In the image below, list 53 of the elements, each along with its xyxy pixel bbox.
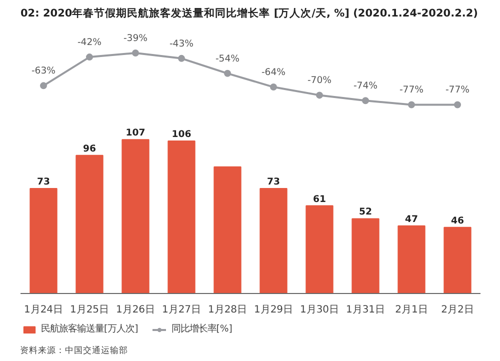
bar <box>76 154 104 294</box>
point <box>178 54 185 62</box>
data-label: 61 <box>313 194 326 205</box>
data-label: 46 <box>451 215 464 226</box>
bar <box>168 140 196 294</box>
point <box>362 97 369 104</box>
x-tick-label: 1月28日 <box>208 304 248 316</box>
point <box>132 49 139 56</box>
point <box>40 82 47 90</box>
bar <box>30 188 58 294</box>
legend-label: 民航旅客输送量[万人次] <box>41 322 138 336</box>
data-label: -77% <box>399 84 424 96</box>
x-tick-label: 1月24日 <box>24 304 64 316</box>
data-label: -70% <box>307 75 332 86</box>
x-tick-label: 1月29日 <box>254 304 294 316</box>
x-tick-label: 1月31日 <box>346 304 386 316</box>
point <box>408 101 415 108</box>
bar <box>398 225 426 294</box>
bar <box>214 166 242 294</box>
bar <box>122 139 150 294</box>
data-label: -43% <box>169 38 194 50</box>
x-tick-label: 2月2日 <box>441 304 474 316</box>
bar <box>260 188 288 294</box>
point <box>270 84 277 91</box>
x-tick-label: 1月27日 <box>162 304 202 316</box>
legend-label: 同比增长率[%] <box>171 322 232 336</box>
point <box>224 70 231 77</box>
point <box>86 54 93 61</box>
data-label: -39% <box>123 32 148 44</box>
data-label: -64% <box>261 67 286 78</box>
point <box>454 101 461 108</box>
data-label: -63% <box>31 66 56 77</box>
x-tick-label: 1月25日 <box>70 304 110 316</box>
x-tick-label: 1月26日 <box>116 304 156 316</box>
data-label: 106 <box>172 129 192 140</box>
point <box>316 92 323 99</box>
data-label: 96 <box>83 143 96 154</box>
bar <box>306 205 334 294</box>
data-label: 52 <box>359 206 372 218</box>
data-label: -74% <box>353 80 378 92</box>
data-label: -54% <box>215 53 240 64</box>
text: 资料来源：中国交通运输部 <box>20 345 128 358</box>
data-label: 73 <box>37 176 50 188</box>
data-label: 73 <box>267 176 280 188</box>
data-label: -42% <box>77 37 102 48</box>
x-tick-label: 2月1日 <box>395 304 428 316</box>
data-label: 47 <box>405 214 418 225</box>
data-label: 107 <box>126 128 146 139</box>
x-tick-label: 1月30日 <box>300 304 340 316</box>
bar <box>352 218 380 294</box>
chart-title: 02: 2020年春节假期民航旅客发送量和同比增长率 [万人次/天, %] (2020.1.24-2020.2.2) <box>20 6 478 20</box>
data-label: -77% <box>445 84 470 96</box>
bar <box>444 226 472 294</box>
